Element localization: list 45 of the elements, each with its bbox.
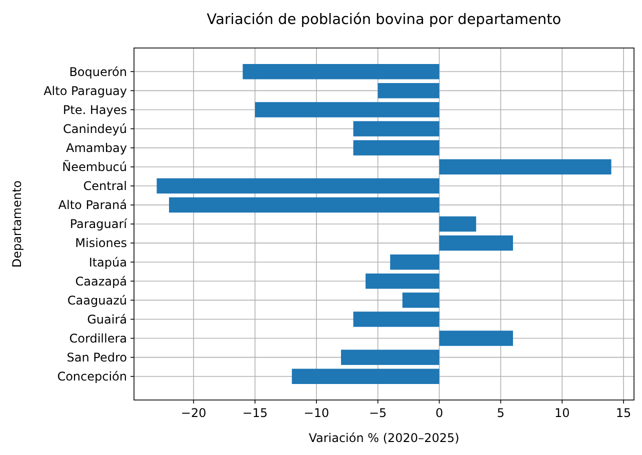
x-tick-label: −5 [369,406,387,420]
y-tick-label: Pte. Hayes [62,102,127,117]
y-tick-label: Concepción [57,370,127,384]
x-tick-label: 15 [616,406,632,420]
y-axis-title: Departamento [10,180,24,268]
bar [439,235,513,251]
y-tick-label: Central [83,179,127,194]
y-tick-label: Misiones [75,236,127,250]
x-axis-title: Variación % (2020–2025) [308,431,460,445]
y-tick-label: Paraguarí [70,217,128,232]
y-tick-label: Alto Paraná [58,198,127,212]
bar [242,64,440,80]
bar [366,274,440,289]
y-tick-label: Guairá [87,312,127,326]
bar [353,121,440,136]
bar [439,159,612,174]
y-tick-label: Amambay [66,141,127,156]
y-tick-label: Boquerón [69,64,127,79]
bar [255,102,440,118]
y-tick-label: San Pedro [66,350,127,365]
y-tick-label: Canindeyú [63,122,127,136]
x-tick-label: 10 [554,406,570,420]
bar [341,350,440,365]
y-tick-label: Alto Paraguay [44,84,127,98]
x-tick-label: −15 [242,406,268,420]
bar [439,330,513,346]
bar [156,178,440,194]
y-tick-label: Caazapá [75,274,127,288]
chart-title: Variación de población bovina por departamento [206,12,562,28]
bar [292,368,440,384]
x-tick-label: −20 [180,406,206,420]
bar [402,292,440,308]
bar [169,197,440,213]
bar [353,312,440,327]
y-tick-label: Ñeembucú [62,159,127,174]
y-tick-label: Caaguazú [67,293,127,308]
x-tick-label: 0 [435,406,444,420]
x-tick-label: 5 [496,406,505,420]
bar [378,83,440,98]
bar [390,254,440,270]
bar [439,216,476,232]
y-tick-label: Itapúa [88,255,127,270]
bar [353,140,440,156]
x-tick-label: −10 [304,406,330,420]
y-tick-label: Cordillera [69,331,127,346]
